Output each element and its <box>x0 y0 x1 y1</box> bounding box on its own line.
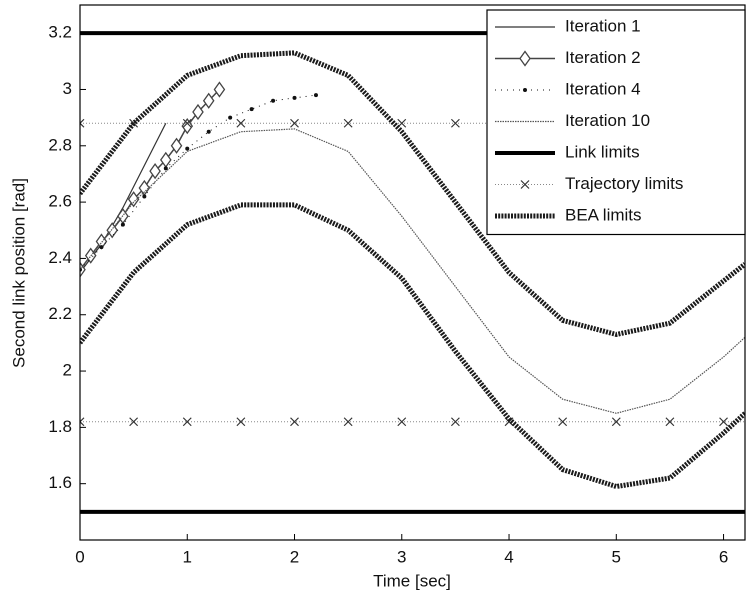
diamond-marker <box>202 92 215 109</box>
band-upper <box>80 50 745 338</box>
x-marker <box>236 118 246 128</box>
legend-label: Iteration 1 <box>565 16 641 35</box>
y-tick-label: 1.6 <box>48 473 72 492</box>
dot-marker <box>185 146 190 151</box>
dot-marker <box>249 107 254 112</box>
diamond-marker <box>213 81 226 98</box>
x-marker <box>182 118 192 128</box>
x-marker <box>450 118 460 128</box>
x-marker <box>343 118 353 128</box>
x-marker <box>719 417 728 427</box>
series-line <box>80 128 745 414</box>
dot-marker <box>120 222 125 227</box>
dot-marker <box>313 93 318 98</box>
dot-marker <box>228 115 233 120</box>
x-marker <box>80 417 85 427</box>
diamond-marker <box>519 50 531 67</box>
dot-marker <box>142 194 147 199</box>
dot-marker <box>206 129 211 134</box>
x-tick-label: 6 <box>719 547 728 566</box>
x-marker <box>236 417 246 427</box>
series-line <box>80 122 167 273</box>
x-marker <box>290 118 299 128</box>
dot-marker <box>163 166 168 171</box>
legend-label: Link limits <box>565 142 640 161</box>
diamond-marker <box>192 103 204 121</box>
y-tick-label: 1.8 <box>48 417 72 436</box>
series-line <box>80 94 317 271</box>
x-tick-label: 2 <box>290 547 299 566</box>
x-marker <box>129 417 139 427</box>
diamond-marker <box>127 191 140 208</box>
y-tick-label: 2.4 <box>48 248 72 267</box>
plot-frame <box>79 4 746 541</box>
dot-marker <box>292 95 297 100</box>
legend-label: BEA limits <box>565 205 642 224</box>
legend-box <box>486 9 746 236</box>
diamond-marker <box>181 117 194 135</box>
y-axis-title: Second link position [rad] <box>9 178 28 368</box>
x-tick-label: 0 <box>75 547 84 566</box>
x-marker <box>343 417 353 427</box>
x-tick-label: 1 <box>183 547 192 566</box>
y-tick-label: 3 <box>63 79 72 98</box>
y-tick-label: 2.2 <box>48 304 72 323</box>
dot-marker <box>271 98 276 103</box>
band-lower <box>80 202 745 490</box>
x-marker <box>558 417 568 427</box>
y-tick-label: 2.8 <box>48 135 72 154</box>
dot-marker <box>99 245 104 250</box>
legend-label: Iteration 2 <box>565 48 641 67</box>
x-tick-label: 5 <box>612 547 621 566</box>
y-tick-label: 2 <box>63 361 72 380</box>
diamond-marker <box>149 163 161 180</box>
x-marker <box>397 417 407 427</box>
legend-label: Trajectory limits <box>565 174 683 193</box>
x-marker <box>182 417 192 427</box>
diamond-marker <box>170 137 183 154</box>
x-marker <box>520 180 530 189</box>
x-tick-label: 4 <box>504 547 513 566</box>
x-marker <box>80 118 85 128</box>
legend-label: Iteration 4 <box>565 79 641 98</box>
x-marker <box>611 417 621 427</box>
x-axis-title: Time [sec] <box>373 571 451 590</box>
x-marker <box>450 417 460 427</box>
y-tick-label: 3.2 <box>48 23 72 42</box>
dot-marker <box>523 88 527 92</box>
x-tick-label: 3 <box>397 547 406 566</box>
legend-label: Iteration 10 <box>565 111 650 130</box>
y-tick-label: 2.6 <box>48 192 72 211</box>
x-marker <box>665 417 675 427</box>
diamond-marker <box>80 261 86 278</box>
x-marker <box>290 417 299 427</box>
